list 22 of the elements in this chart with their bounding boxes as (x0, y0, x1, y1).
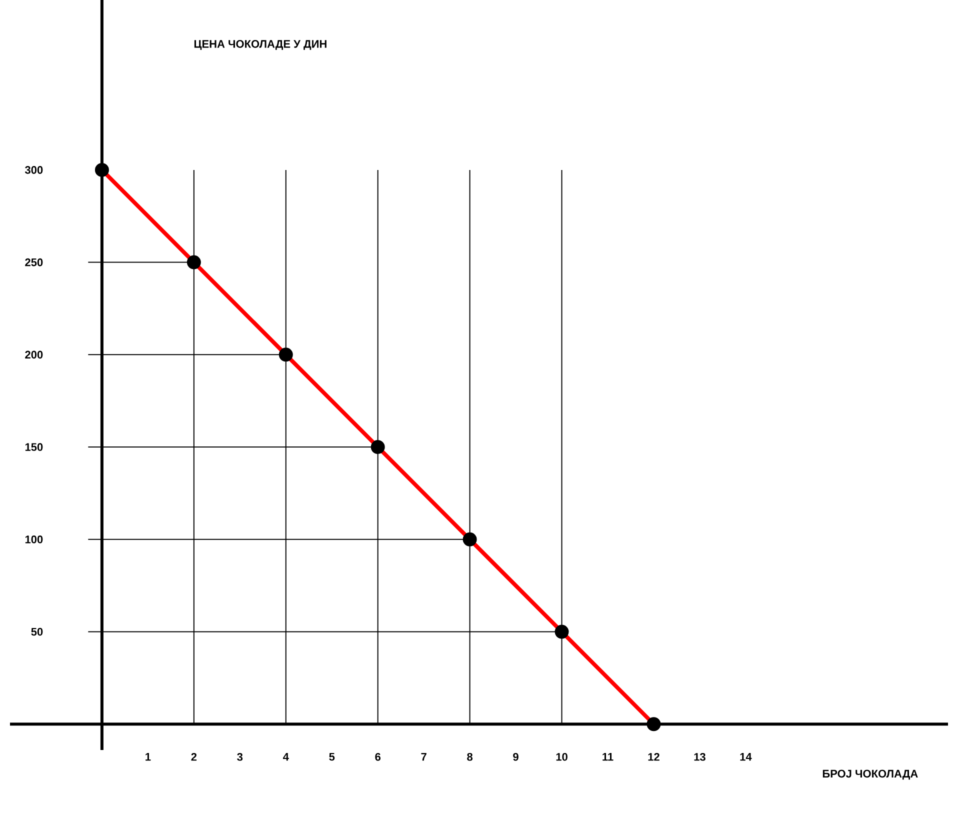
x-axis-title: БРОЈ ЧОКОЛАДА (822, 770, 918, 780)
x-tick-label: 2 (191, 752, 197, 761)
x-tick-label: 3 (237, 752, 243, 761)
y-axis-title: ЦЕНА ЧОКОЛАДЕ У ДИН (194, 40, 326, 50)
y-tick-label: 100 (25, 536, 43, 544)
x-tick-label: 7 (421, 753, 426, 761)
y-tick-label: 300 (24, 166, 43, 174)
x-tick-label: 6 (375, 752, 381, 761)
y-tick-label: 150 (25, 443, 43, 451)
y-tick-label: 250 (25, 258, 43, 266)
y-tick-label: 200 (25, 350, 43, 359)
x-tick-label: 12 (648, 752, 660, 761)
x-tick-label: 1 (146, 753, 151, 761)
y-tick-label: 50 (31, 628, 43, 636)
x-tick-label: 13 (694, 752, 706, 761)
x-tick-label: 10 (556, 752, 568, 761)
x-tick-label: 9 (513, 752, 518, 761)
x-tick-label: 5 (329, 753, 335, 761)
x-tick-label: 11 (602, 753, 614, 761)
x-tick-label: 14 (740, 753, 752, 761)
x-tick-label: 8 (467, 752, 473, 761)
x-tick-label: 4 (283, 753, 289, 761)
